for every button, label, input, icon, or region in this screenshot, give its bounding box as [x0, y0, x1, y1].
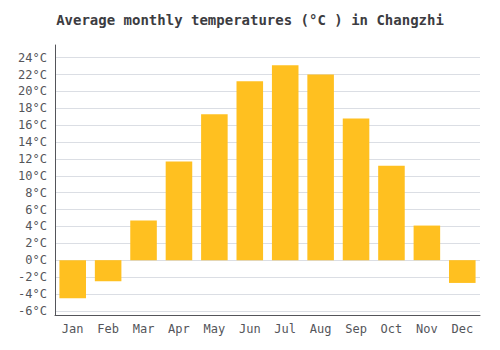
svg-text:12°C: 12°C: [18, 152, 47, 166]
svg-text:8°C: 8°C: [25, 186, 47, 200]
svg-text:6°C: 6°C: [25, 203, 47, 217]
svg-text:18°C: 18°C: [18, 101, 47, 115]
svg-text:Sep: Sep: [345, 322, 367, 336]
svg-text:Average monthly temperatures (: Average monthly temperatures (°C ) in Ch…: [56, 12, 444, 28]
svg-text:-6°C: -6°C: [18, 304, 47, 318]
svg-text:24°C: 24°C: [18, 51, 47, 65]
svg-text:Mar: Mar: [133, 322, 155, 336]
svg-text:May: May: [204, 322, 226, 336]
svg-text:Aug: Aug: [310, 322, 332, 336]
svg-text:20°C: 20°C: [18, 84, 47, 98]
svg-text:Jul: Jul: [274, 322, 296, 336]
svg-text:22°C: 22°C: [18, 68, 47, 82]
svg-text:Oct: Oct: [381, 322, 403, 336]
svg-text:4°C: 4°C: [25, 219, 47, 233]
svg-text:Dec: Dec: [451, 322, 473, 336]
svg-text:0°C: 0°C: [25, 253, 47, 267]
svg-text:Jan: Jan: [62, 322, 84, 336]
svg-text:-2°C: -2°C: [18, 270, 47, 284]
svg-text:10°C: 10°C: [18, 169, 47, 183]
svg-text:Nov: Nov: [416, 322, 438, 336]
svg-text:-4°C: -4°C: [18, 287, 47, 301]
svg-text:2°C: 2°C: [25, 236, 47, 250]
svg-text:14°C: 14°C: [18, 135, 47, 149]
svg-text:Apr: Apr: [168, 322, 190, 336]
svg-text:Jun: Jun: [239, 322, 261, 336]
svg-text:16°C: 16°C: [18, 118, 47, 132]
svg-text:Feb: Feb: [97, 322, 119, 336]
